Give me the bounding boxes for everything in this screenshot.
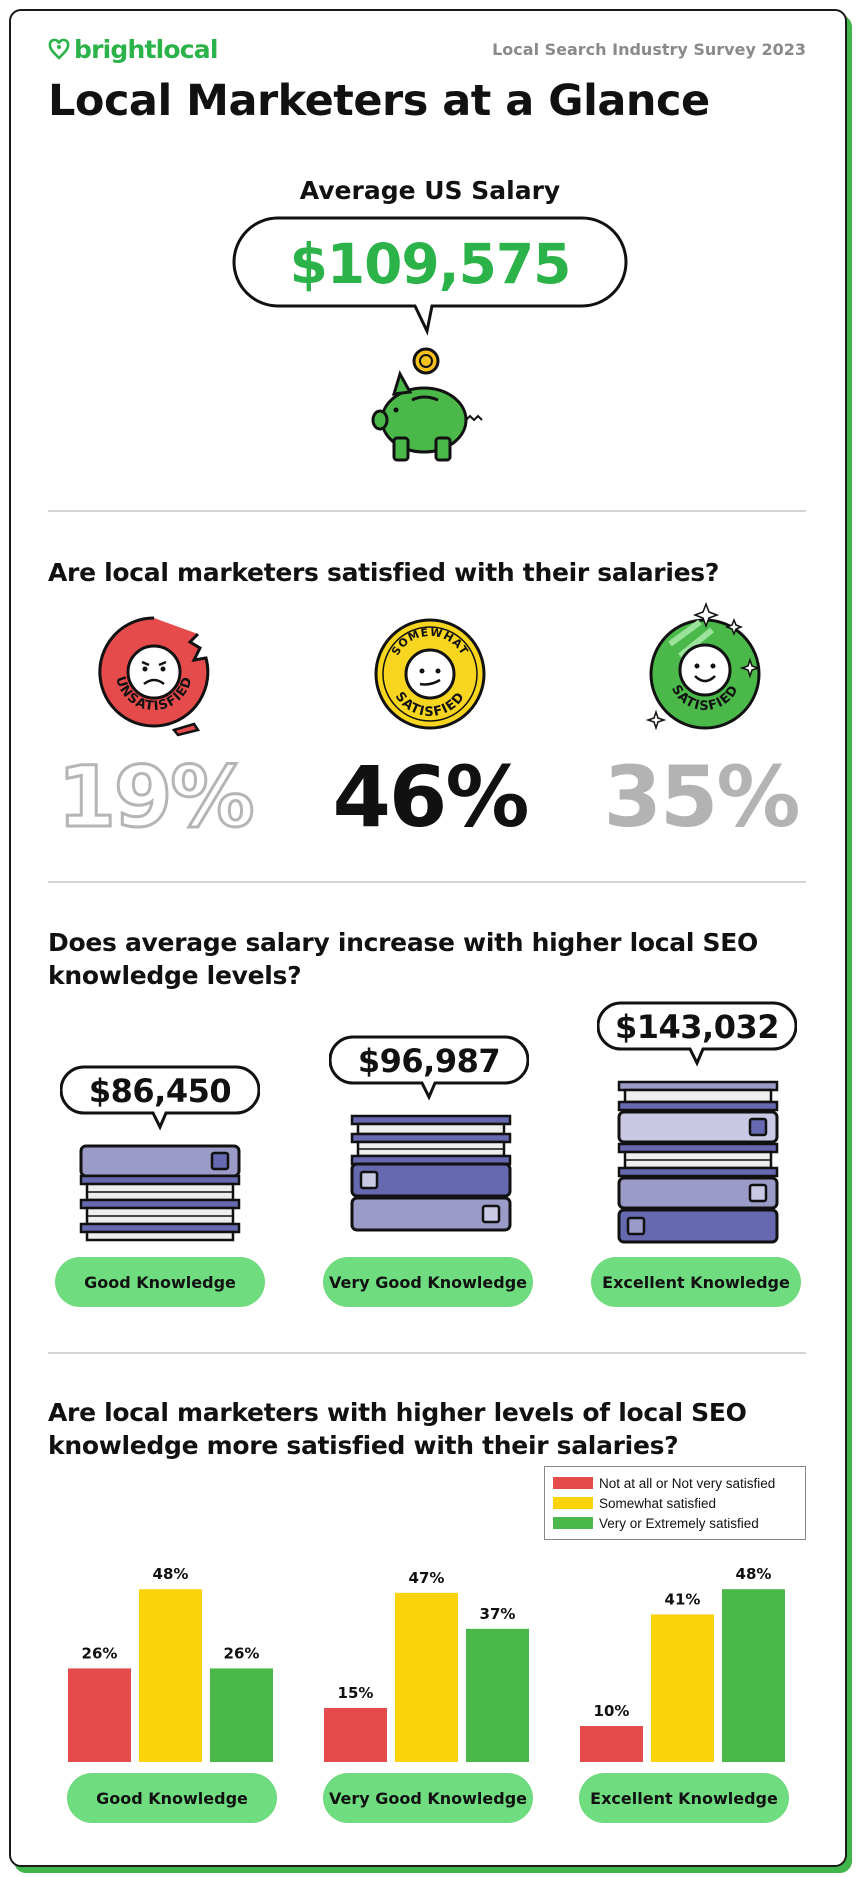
legend-swatch-red [553,1477,593,1489]
pill-excellent-knowledge: Excellent Knowledge [591,1257,801,1307]
section-divider [48,881,806,883]
bar-very-good-knowledge-series-0 [324,1708,387,1762]
brand-logo: brightlocal [48,34,218,64]
bar-very-good-knowledge-series-1 [395,1592,458,1762]
legend-label: Not at all or Not very satisfied [599,1475,776,1491]
legend-swatch-yellow [553,1497,593,1509]
legend-item-somewhat-satisfied: Somewhat satisfied [553,1493,797,1513]
legend-item-very-satisfied: Very or Extremely satisfied [553,1513,797,1533]
chart-category-good-knowledge: Good Knowledge [67,1773,277,1823]
satisfied-percent: 35% [603,748,800,846]
bar-value-label: 10% [594,1702,630,1720]
salary-good: $86,450 [88,1072,232,1110]
bar-excellent-knowledge-series-2 [722,1589,785,1762]
brand-name: brightlocal [74,34,218,64]
somewhat-satisfied-badge-icon: SOMEWHAT SATISFIED [374,618,486,730]
knowledge-salary-question: Does average salary increase with higher… [48,928,758,990]
unsatisfied-percent: 19% [56,747,256,848]
bar-value-label: 26% [82,1644,118,1662]
bar-value-label: 37% [480,1605,516,1623]
pill-good-knowledge: Good Knowledge [55,1257,265,1307]
section-divider [48,510,806,512]
legend-item-not-satisfied: Not at all or Not very satisfied [553,1473,797,1493]
bar-value-label: 48% [736,1565,772,1583]
bar-excellent-knowledge-series-0 [580,1726,643,1762]
salary-speech-bubble [232,216,628,336]
salary-excellent: $143,032 [614,1008,780,1046]
book-stack-good-icon [79,1144,241,1242]
pill-very-good-knowledge: Very Good Knowledge [323,1257,533,1307]
bar-value-label: 41% [665,1590,701,1608]
bar-value-label: 26% [224,1644,260,1662]
salary-label: Average US Salary [299,176,561,205]
legend-label: Very or Extremely satisfied [599,1515,759,1531]
bar-good-knowledge-series-0 [68,1668,131,1762]
section-divider [48,1352,806,1354]
salary-bubble-excellent [597,1001,797,1067]
somewhat-satisfied-percent: 46% [332,748,529,846]
salary-bubble-very-good [329,1035,529,1101]
satisfaction-bar-chart: 26% 48% 26% 15% 47% 37% 10% 41% 48% [68,1565,785,1762]
chart-legend: Not at all or Not very satisfied Somewha… [544,1466,806,1540]
salary-value: $109,575 [289,232,572,296]
book-stack-excellent-icon [617,1080,779,1244]
bar-excellent-knowledge-series-1 [651,1614,714,1762]
page-title: Local Marketers at a Glance [48,76,710,126]
unsatisfied-badge-icon: UNSATISFIED [98,616,210,737]
location-heart-icon [48,38,70,60]
bar-good-knowledge-series-1 [139,1589,202,1762]
bar-good-knowledge-series-2 [210,1668,273,1762]
book-stack-very-good-icon [350,1114,512,1232]
satisfied-badge-icon: SATISFIED [645,601,761,731]
salary-bubble-good [60,1065,260,1131]
survey-label: Local Search Industry Survey 2023 [492,40,806,59]
chart-category-very-good-knowledge: Very Good Knowledge [323,1773,533,1823]
bar-value-label: 48% [153,1565,189,1583]
salary-very-good: $96,987 [357,1042,501,1080]
piggy-bank-icon [371,347,483,462]
knowledge-satisfaction-question: Are local marketers with higher levels o… [48,1398,747,1460]
bar-value-label: 15% [338,1684,374,1702]
chart-category-excellent-knowledge: Excellent Knowledge [579,1773,789,1823]
bar-very-good-knowledge-series-2 [466,1628,529,1762]
legend-swatch-green [553,1517,593,1529]
legend-label: Somewhat satisfied [599,1495,717,1511]
satisfaction-question: Are local marketers satisfied with their… [48,558,720,587]
bar-value-label: 47% [409,1569,445,1587]
